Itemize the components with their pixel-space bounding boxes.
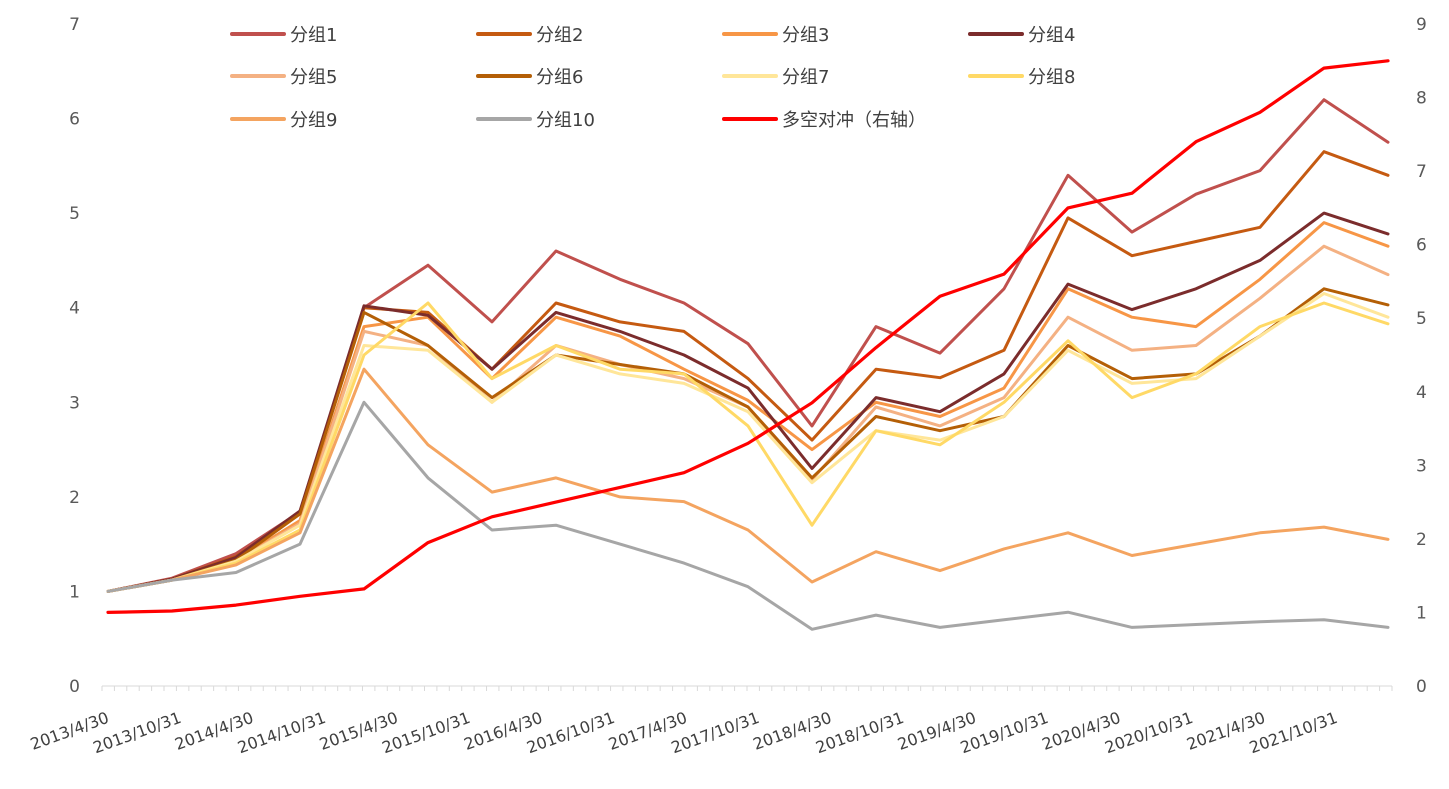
legend-label: 分组4 (1028, 25, 1075, 46)
left-tick-label: 0 (69, 677, 80, 697)
right-tick-label: 8 (1416, 89, 1427, 109)
legend-label: 分组10 (536, 110, 595, 131)
left-tick-label: 4 (69, 299, 80, 319)
legend-label: 分组1 (290, 25, 337, 46)
right-tick-label: 6 (1416, 236, 1427, 256)
right-tick-label: 0 (1416, 677, 1427, 697)
series-line-5 (106, 244, 1390, 593)
right-tick-label: 7 (1416, 162, 1427, 182)
left-tick-label: 6 (69, 110, 80, 130)
right-axis: 0 1 2 3 4 5 6 7 8 9 (1416, 15, 1427, 697)
series-line-7 (106, 292, 1390, 593)
right-tick-label: 9 (1416, 15, 1427, 35)
series-line-10 (106, 400, 1390, 631)
left-tick-label: 1 (69, 582, 80, 602)
left-tick-label: 5 (69, 204, 80, 224)
right-tick-label: 3 (1416, 456, 1427, 476)
right-tick-label: 5 (1416, 309, 1427, 329)
left-tick-label: 2 (69, 488, 80, 508)
legend-label: 分组9 (290, 110, 337, 131)
legend-label: 分组3 (782, 25, 829, 46)
series-line-8 (106, 301, 1390, 593)
legend-label: 多空对冲（右轴） (782, 110, 926, 131)
legend-label: 分组6 (536, 67, 583, 88)
right-tick-label: 2 (1416, 530, 1427, 550)
legend-label: 分组2 (536, 25, 583, 46)
right-tick-label: 4 (1416, 383, 1427, 403)
legend-label: 分组5 (290, 67, 337, 88)
legend-label: 分组8 (1028, 67, 1075, 88)
right-tick-label: 1 (1416, 603, 1427, 623)
series-line-11 (106, 59, 1390, 615)
series-line-9 (106, 367, 1390, 593)
left-tick-label: 3 (69, 393, 80, 413)
legend: 分组1 分组2 分组3 分组4 分组5 分组6 分组7 分组8 分组9 分组10 多空对冲（右轴） (230, 25, 1075, 131)
x-axis: 2013/4/302013/10/312014/4/302014/10/3120… (28, 686, 1393, 757)
legend-label: 分组7 (782, 67, 829, 88)
left-axis: 0 1 2 3 4 5 6 7 (69, 15, 80, 697)
series-line-6 (106, 287, 1390, 593)
series-lines (106, 59, 1390, 631)
left-tick-label: 7 (69, 15, 80, 35)
